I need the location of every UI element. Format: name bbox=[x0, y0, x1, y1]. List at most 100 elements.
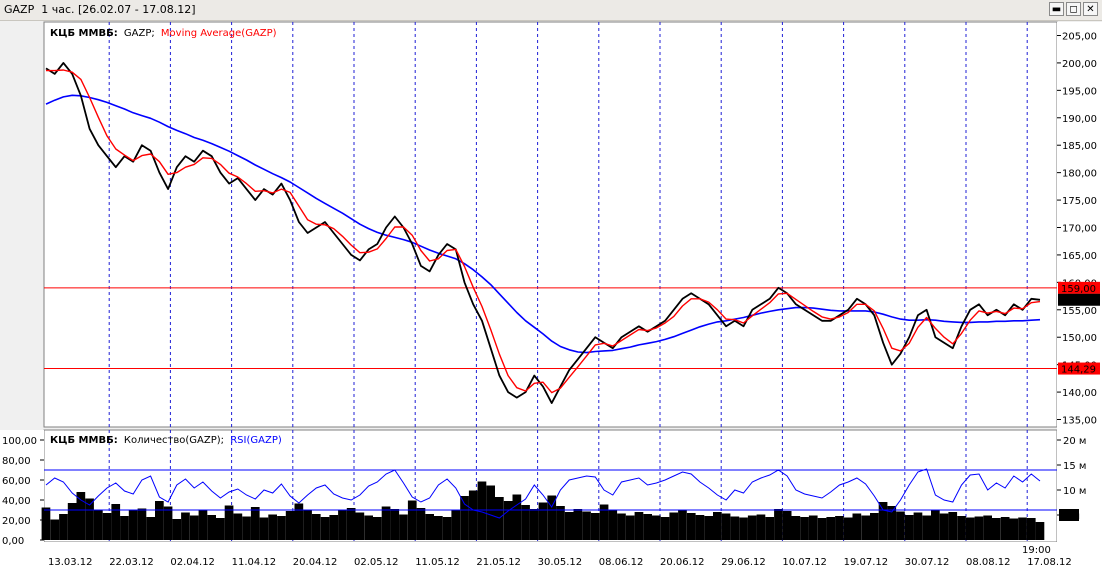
volume-bar[interactable] bbox=[713, 512, 722, 540]
volume-bar[interactable] bbox=[102, 513, 112, 540]
volume-bar[interactable] bbox=[791, 516, 801, 540]
volume-bar[interactable] bbox=[965, 517, 975, 541]
volume-bar[interactable] bbox=[817, 518, 827, 540]
volume-bar[interactable] bbox=[948, 512, 958, 540]
volume-bar[interactable] bbox=[425, 514, 434, 540]
volume-bar[interactable] bbox=[364, 515, 373, 541]
volume-bar[interactable] bbox=[983, 515, 992, 541]
volume-bar[interactable] bbox=[216, 518, 225, 540]
volume-bar[interactable] bbox=[808, 515, 818, 541]
volume-bar[interactable] bbox=[41, 507, 51, 541]
volume-bar[interactable] bbox=[774, 509, 783, 540]
volume-bar[interactable] bbox=[259, 517, 269, 541]
volume-bar[interactable] bbox=[468, 490, 478, 541]
volume-bar[interactable] bbox=[625, 515, 635, 541]
volume-bar[interactable] bbox=[285, 511, 295, 540]
volume-bar[interactable] bbox=[242, 516, 251, 541]
volume-bar[interactable] bbox=[931, 509, 940, 541]
volume-bar[interactable] bbox=[76, 492, 86, 540]
volume-bar[interactable] bbox=[1018, 517, 1027, 541]
volume-bar[interactable] bbox=[172, 519, 182, 540]
volume-bar[interactable] bbox=[346, 508, 356, 540]
volume-bar[interactable] bbox=[660, 517, 670, 540]
volume-bar[interactable] bbox=[303, 510, 312, 540]
volume-bar[interactable] bbox=[582, 511, 591, 541]
volume-bar[interactable] bbox=[233, 513, 243, 541]
volume-bar[interactable] bbox=[451, 510, 461, 541]
volume-bar[interactable] bbox=[826, 517, 836, 540]
volume-bar[interactable] bbox=[747, 515, 757, 541]
volume-bar[interactable] bbox=[128, 510, 138, 541]
volume-bar[interactable] bbox=[634, 512, 644, 540]
volume-bar[interactable] bbox=[189, 515, 199, 541]
volume-bar[interactable] bbox=[922, 515, 931, 541]
volume-bar[interactable] bbox=[294, 503, 304, 541]
volume-bar[interactable] bbox=[756, 514, 766, 541]
volume-bar[interactable] bbox=[1026, 518, 1036, 540]
volume-bar[interactable] bbox=[782, 511, 792, 540]
volume-bar[interactable] bbox=[599, 504, 609, 541]
volume-bar[interactable] bbox=[652, 515, 661, 541]
volume-bar[interactable] bbox=[329, 515, 339, 540]
volume-bar[interactable] bbox=[67, 503, 77, 540]
price-line[interactable] bbox=[45, 62, 1041, 405]
volume-bar[interactable] bbox=[887, 506, 897, 540]
volume-bar[interactable] bbox=[529, 509, 539, 540]
volume-bar[interactable] bbox=[608, 510, 618, 540]
volume-bar[interactable] bbox=[1009, 518, 1019, 541]
volume-bar[interactable] bbox=[878, 502, 888, 540]
volume-bar[interactable] bbox=[50, 519, 60, 541]
volume-bar[interactable] bbox=[163, 506, 173, 541]
volume-bar[interactable] bbox=[678, 510, 687, 541]
volume-bar[interactable] bbox=[146, 517, 155, 540]
volume-bar[interactable] bbox=[373, 517, 382, 540]
volume-bar[interactable] bbox=[207, 515, 216, 540]
volume-bar[interactable] bbox=[390, 509, 400, 540]
volume-bar[interactable] bbox=[617, 513, 626, 541]
rsi-line[interactable] bbox=[45, 468, 1041, 519]
volume-bar[interactable] bbox=[381, 506, 391, 541]
volume-bar[interactable] bbox=[407, 500, 417, 541]
volume-bar[interactable] bbox=[224, 505, 234, 541]
volume-bar[interactable] bbox=[835, 516, 844, 540]
volume-bar[interactable] bbox=[320, 517, 330, 540]
volume-bar[interactable] bbox=[460, 496, 469, 540]
volume-bar[interactable] bbox=[739, 517, 748, 541]
volume-bar[interactable] bbox=[477, 481, 487, 541]
volume-bar[interactable] bbox=[556, 506, 565, 540]
volume-bar[interactable] bbox=[974, 516, 984, 541]
volume-bar[interactable] bbox=[137, 508, 147, 541]
volume-bar[interactable] bbox=[669, 512, 679, 541]
volume-bar[interactable] bbox=[721, 513, 731, 541]
volume-bar[interactable] bbox=[939, 513, 949, 541]
volume-bar[interactable] bbox=[730, 516, 740, 541]
volume-bar[interactable] bbox=[503, 501, 513, 540]
volume-bar[interactable] bbox=[800, 517, 809, 540]
volume-bar[interactable] bbox=[85, 498, 94, 541]
volume-bar[interactable] bbox=[277, 516, 286, 540]
volume-bar[interactable] bbox=[198, 509, 208, 541]
volume-bar[interactable] bbox=[843, 517, 853, 541]
volume-bar[interactable] bbox=[442, 517, 452, 540]
maximize-button[interactable]: ◻ bbox=[1066, 2, 1081, 16]
volume-bar[interactable] bbox=[338, 510, 347, 541]
volume-bar[interactable] bbox=[547, 495, 557, 541]
volume-bar[interactable] bbox=[992, 518, 1001, 540]
volume-bar[interactable] bbox=[416, 508, 426, 540]
volume-bar[interactable] bbox=[486, 485, 495, 541]
volume-bar[interactable] bbox=[957, 516, 966, 540]
volume-bar[interactable] bbox=[765, 517, 774, 540]
volume-bar[interactable] bbox=[94, 509, 103, 541]
volume-bar[interactable] bbox=[59, 514, 68, 540]
volume-bar[interactable] bbox=[521, 505, 530, 540]
volume-bar[interactable] bbox=[643, 514, 652, 540]
fast-ma-line[interactable] bbox=[46, 69, 1041, 394]
volume-bar[interactable] bbox=[250, 507, 260, 540]
volume-bar[interactable] bbox=[564, 512, 574, 540]
volume-bar[interactable] bbox=[695, 515, 705, 540]
volume-bar[interactable] bbox=[399, 514, 408, 541]
volume-bar[interactable] bbox=[861, 515, 870, 541]
volume-bar[interactable] bbox=[181, 512, 190, 541]
volume-bar[interactable] bbox=[268, 514, 277, 541]
